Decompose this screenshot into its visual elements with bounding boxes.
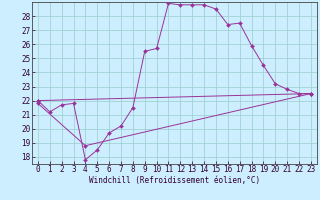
- X-axis label: Windchill (Refroidissement éolien,°C): Windchill (Refroidissement éolien,°C): [89, 176, 260, 185]
